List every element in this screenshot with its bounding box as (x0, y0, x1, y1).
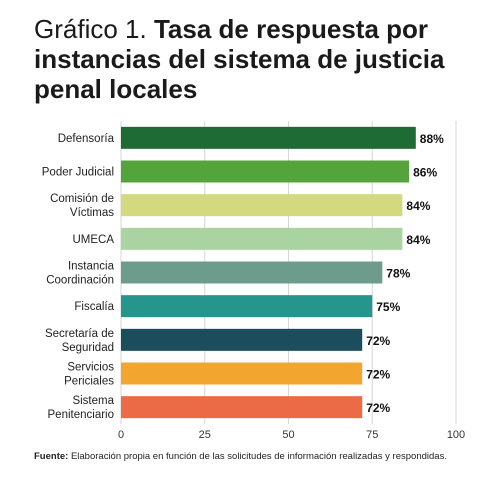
category-label: Poder Judicial (42, 167, 114, 179)
category-label: Defensoría (58, 133, 115, 145)
bar (121, 362, 363, 385)
category-label: Instancia Coordinación (46, 261, 114, 287)
bar (121, 261, 383, 284)
value-label: 88% (420, 132, 444, 146)
category-label: Servicios Periciales (64, 362, 114, 388)
category-label: Secretaría de Seguridad (45, 328, 114, 354)
bar (121, 328, 363, 351)
category-label: Comisión de Víctimas (50, 193, 114, 219)
source-text: Elaboración propia en función de las sol… (70, 451, 447, 462)
bar (121, 126, 416, 149)
bar (121, 295, 373, 318)
category-label: UMECA (72, 234, 114, 246)
value-label: 84% (406, 233, 430, 247)
source-label: Fuente: (34, 451, 69, 462)
value-label: 72% (366, 401, 390, 415)
x-tick-label: 75 (366, 429, 378, 441)
category-label: Fiscalía (74, 301, 114, 313)
x-tick-label: 25 (199, 429, 211, 441)
source-note: Fuente: Elaboración propia en función de… (34, 450, 474, 463)
bar (121, 396, 363, 419)
title-prefix: Gráfico 1. (34, 14, 147, 44)
value-label: 86% (413, 166, 437, 180)
x-tick-label: 100 (447, 429, 465, 441)
bar (121, 194, 403, 217)
x-tick-label: 50 (282, 429, 294, 441)
bar (121, 160, 410, 183)
value-label: 72% (366, 334, 390, 348)
value-label: 72% (366, 368, 390, 382)
value-label: 84% (406, 199, 430, 213)
value-label: 75% (376, 300, 400, 314)
bar (121, 227, 403, 250)
category-label: Sistema Penitenciario (48, 395, 115, 421)
value-label: 78% (386, 267, 410, 281)
chart-title: Gráfico 1. Tasa de respuesta por instanc… (34, 14, 474, 104)
x-tick-label: 0 (118, 429, 124, 441)
title-main: Tasa de respuesta por instancias del sis… (34, 14, 445, 104)
